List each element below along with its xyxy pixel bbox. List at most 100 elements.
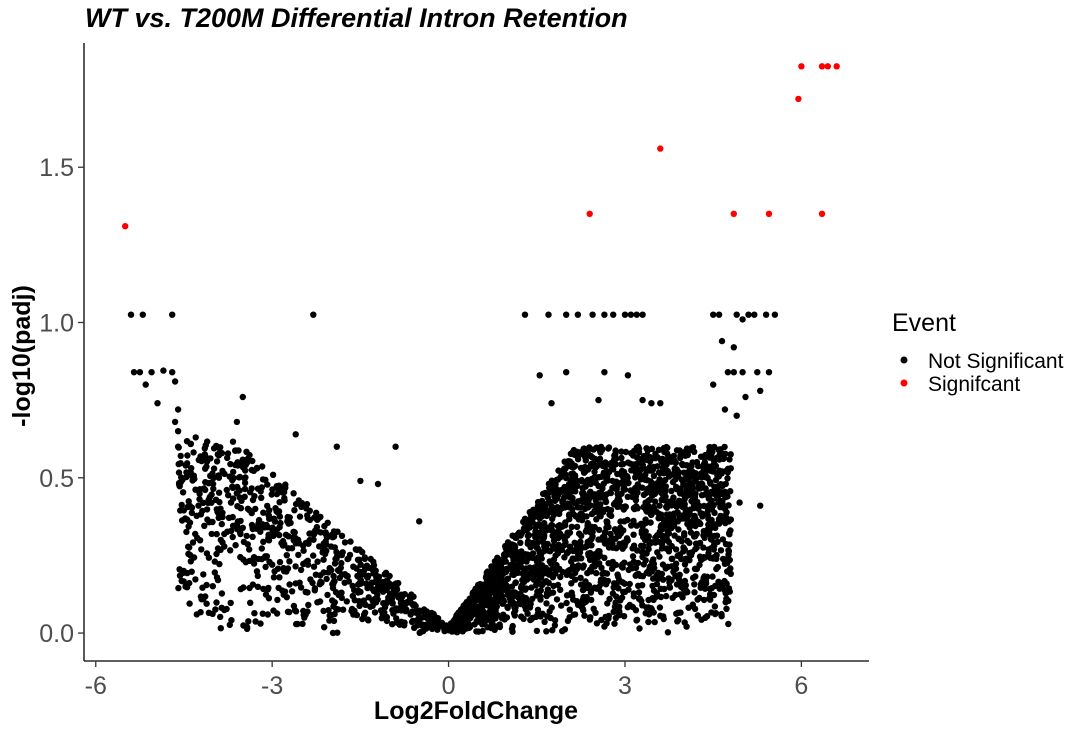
- data-point: [347, 538, 354, 545]
- data-point: [196, 490, 203, 497]
- data-point: [183, 584, 191, 591]
- data-point: [203, 506, 211, 513]
- data-point: [654, 486, 661, 493]
- data-point: [254, 583, 262, 590]
- data-point: [672, 560, 680, 567]
- data-point: [686, 473, 693, 480]
- data-point: [374, 596, 381, 603]
- data-point: [708, 444, 715, 451]
- data-point: [554, 476, 562, 483]
- data-point: [648, 606, 655, 613]
- data-point: [629, 488, 636, 496]
- data-point: [694, 520, 701, 527]
- data-point: [215, 472, 222, 479]
- data-point: [328, 531, 336, 538]
- data-point: [211, 558, 218, 565]
- data-point: [568, 580, 575, 587]
- data-point: [705, 502, 712, 509]
- data-point: [203, 458, 211, 465]
- data-point: [724, 475, 731, 482]
- data-point: [580, 445, 588, 452]
- x-tick-label: 0: [442, 672, 456, 700]
- data-point: [645, 503, 652, 510]
- data-point: [639, 553, 646, 561]
- data-point: [550, 582, 557, 590]
- data-point: [272, 505, 279, 512]
- data-point: [227, 499, 235, 506]
- data-point: [338, 559, 345, 567]
- data-point: [253, 465, 261, 472]
- x-tick-label: 6: [794, 672, 808, 700]
- data-point: [370, 570, 377, 577]
- data-point: [311, 585, 319, 592]
- data-point: [719, 536, 727, 543]
- data-point: [227, 547, 234, 554]
- data-point: [548, 508, 555, 515]
- data-point: [356, 556, 363, 563]
- data-point: [632, 497, 640, 504]
- data-point: [175, 584, 182, 592]
- data-point-not-significant: [595, 396, 602, 404]
- data-point: [588, 556, 595, 563]
- data-point: [487, 606, 494, 613]
- data-point-not-significant: [751, 311, 758, 318]
- data-point: [722, 450, 729, 457]
- data-point: [587, 529, 594, 536]
- data-point: [498, 597, 505, 605]
- data-point: [650, 560, 658, 568]
- data-point: [615, 494, 622, 502]
- data-point: [650, 503, 657, 511]
- data-point: [656, 514, 663, 521]
- data-point: [727, 451, 734, 458]
- data-point-not-significant: [674, 518, 682, 525]
- data-point-not-significant: [686, 524, 693, 531]
- data-point: [673, 610, 680, 617]
- data-point-not-significant: [621, 311, 629, 318]
- data-point: [573, 563, 580, 571]
- data-point: [695, 480, 703, 487]
- data-point: [226, 473, 233, 480]
- data-point-not-significant: [174, 443, 182, 450]
- data-point: [247, 599, 254, 606]
- data-point: [611, 580, 618, 587]
- data-point: [711, 483, 718, 490]
- data-point: [715, 496, 722, 503]
- data-point: [686, 549, 693, 557]
- data-point-not-significant: [589, 311, 596, 318]
- data-point: [638, 460, 645, 467]
- data-point: [653, 591, 661, 598]
- data-point: [493, 603, 500, 610]
- data-point: [386, 580, 393, 587]
- data-point: [645, 533, 652, 540]
- data-point: [690, 501, 698, 508]
- data-point: [185, 550, 192, 558]
- data-point: [672, 546, 680, 553]
- data-point: [382, 600, 389, 607]
- data-point: [683, 623, 690, 630]
- data-point: [204, 516, 211, 523]
- data-point-not-significant: [771, 311, 779, 318]
- data-point: [626, 580, 633, 588]
- data-point: [711, 603, 719, 610]
- data-point-not-significant: [127, 311, 135, 318]
- data-point: [239, 524, 246, 531]
- data-point: [510, 609, 518, 617]
- data-point: [629, 553, 637, 560]
- data-point: [681, 501, 688, 508]
- data-point: [629, 603, 636, 611]
- data-point: [618, 594, 626, 601]
- data-point: [175, 469, 183, 476]
- data-point-not-significant: [174, 428, 182, 435]
- data-point: [545, 571, 553, 578]
- data-point: [654, 575, 662, 583]
- data-point: [498, 565, 506, 572]
- data-point: [719, 500, 726, 508]
- data-point: [180, 507, 187, 514]
- data-point: [366, 581, 373, 589]
- data-point: [331, 560, 339, 567]
- data-point: [300, 547, 307, 554]
- data-point: [609, 561, 616, 569]
- data-point: [338, 589, 345, 596]
- data-point: [642, 519, 650, 527]
- data-point: [566, 606, 573, 613]
